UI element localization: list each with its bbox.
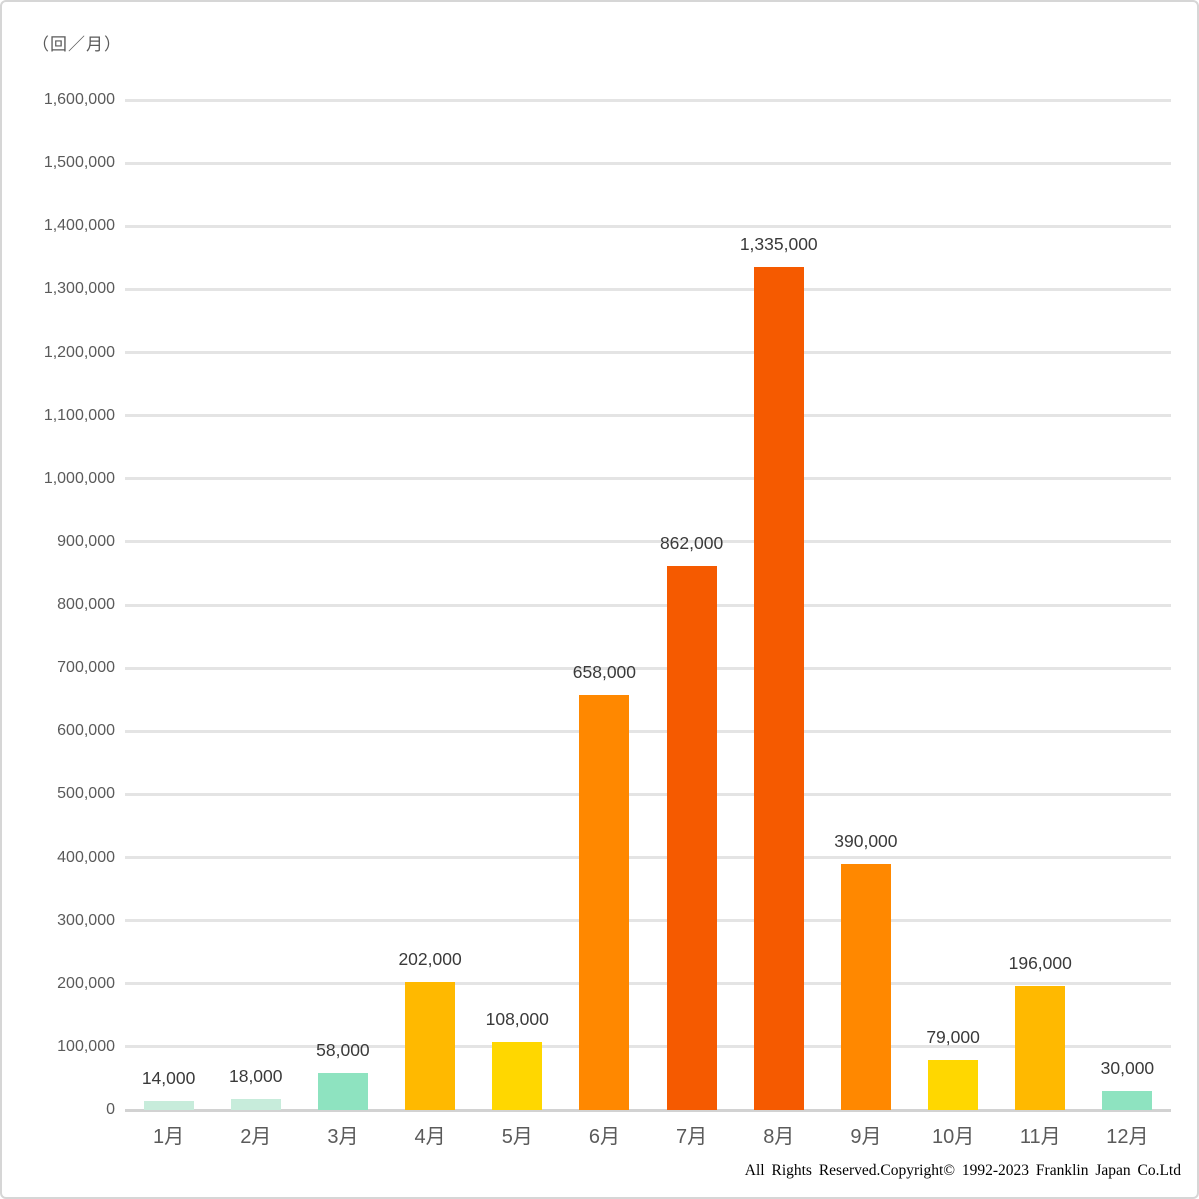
y-gridline <box>125 856 1171 859</box>
y-axis-tick-label: 0 <box>106 1101 115 1118</box>
y-gridline <box>125 603 1171 607</box>
y-axis-tick-label: 500,000 <box>57 785 115 803</box>
x-axis-tick-label: 9月 <box>850 1126 882 1148</box>
y-axis-tick-label: 300,000 <box>57 911 115 929</box>
y-axis-tick-label: 100,000 <box>57 1037 115 1055</box>
y-axis-tick-label: 1,400,000 <box>43 217 115 235</box>
bar-value-label: 658,000 <box>572 661 637 682</box>
bar-value-label: 58,000 <box>316 1040 370 1061</box>
bar-6月 <box>579 694 630 1110</box>
bar-10月 <box>928 1060 979 1110</box>
y-axis-tick-label: 1,100,000 <box>43 406 115 424</box>
bar-5月 <box>492 1041 543 1110</box>
bar-8月 <box>753 267 804 1110</box>
x-axis-tick-label: 1月 <box>153 1126 185 1148</box>
bar-value-label: 30,000 <box>1100 1058 1155 1079</box>
bar-2月 <box>230 1098 281 1110</box>
x-axis-tick-label: 2月 <box>240 1126 272 1148</box>
bar-value-label: 862,000 <box>659 532 724 553</box>
bar-value-label: 390,000 <box>834 830 898 851</box>
y-axis-tick-label: 700,000 <box>57 659 115 677</box>
x-axis-tick-label: 8月 <box>763 1126 795 1148</box>
y-gridline <box>125 287 1171 291</box>
bar-value-label: 18,000 <box>228 1065 283 1086</box>
x-axis-tick-label: 11月 <box>1019 1126 1061 1148</box>
bar-7月 <box>666 565 717 1110</box>
x-axis-tick-label: 5月 <box>501 1126 533 1148</box>
y-axis-tick-label: 800,000 <box>57 596 115 613</box>
y-gridline <box>125 161 1171 165</box>
bar-value-label: 14,000 <box>141 1068 196 1089</box>
y-gridline <box>125 477 1171 481</box>
x-axis-tick-label: 3月 <box>327 1126 359 1148</box>
y-axis-tick-label: 200,000 <box>57 974 115 992</box>
x-axis-tick-label: 6月 <box>588 1126 620 1148</box>
y-axis-tick-label: 1,300,000 <box>43 280 115 298</box>
y-gridline <box>125 729 1171 733</box>
y-axis-tick-label: 600,000 <box>57 722 115 740</box>
bar-value-label: 196,000 <box>1008 953 1072 974</box>
x-axis-tick-label: 12月 <box>1106 1126 1149 1148</box>
y-gridline <box>125 792 1171 796</box>
y-axis-tick-label: 900,000 <box>57 532 115 550</box>
y-gridline <box>125 1045 1171 1049</box>
y-gridline <box>125 540 1171 544</box>
y-gridline <box>125 414 1171 418</box>
x-axis-tick-label: 4月 <box>414 1126 446 1148</box>
bar-value-label: 108,000 <box>485 1008 549 1029</box>
bar-1月 <box>143 1101 194 1110</box>
y-gridline <box>125 224 1171 228</box>
y-gridline <box>125 666 1171 670</box>
bar-value-label: 202,000 <box>398 949 462 970</box>
bar-3月 <box>317 1073 368 1110</box>
bar-value-label: 79,000 <box>926 1027 980 1048</box>
y-axis-unit-label: （回／月） <box>32 35 122 54</box>
y-axis-tick-label: 1,000,000 <box>43 469 115 487</box>
bar-11月 <box>1015 986 1066 1110</box>
copyright-text: All Rights Reserved.Copyright© 1992-2023… <box>744 1162 1181 1179</box>
y-axis-tick-label: 400,000 <box>57 848 115 866</box>
bar-4月 <box>405 982 456 1110</box>
y-gridline <box>125 98 1171 102</box>
y-gridline <box>125 351 1171 354</box>
bar-value-label: 1,335,000 <box>739 234 818 255</box>
x-axis-tick-label: 7月 <box>676 1126 708 1148</box>
x-axis-line <box>125 1108 1171 1112</box>
y-gridline <box>125 919 1171 923</box>
bar-12月 <box>1102 1091 1153 1110</box>
bar-9月 <box>840 863 891 1110</box>
y-axis-tick-label: 1,200,000 <box>43 343 115 361</box>
y-axis-tick-label: 1,500,000 <box>43 154 115 172</box>
y-gridline <box>125 982 1171 986</box>
x-axis-tick-label: 10月 <box>931 1126 975 1148</box>
y-axis-tick-label: 1,600,000 <box>43 91 115 108</box>
